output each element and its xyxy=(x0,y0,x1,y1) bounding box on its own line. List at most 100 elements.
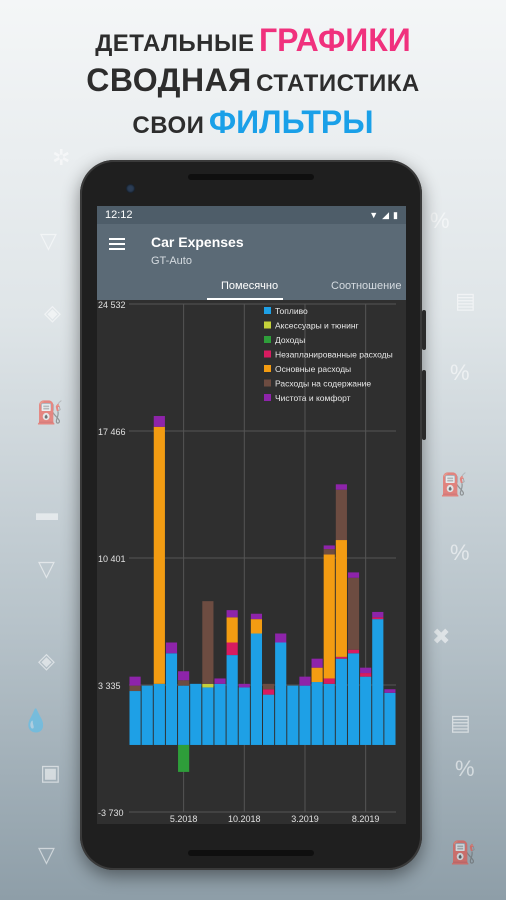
drop-icon: 💧 xyxy=(22,708,50,733)
phone-speaker-bottom xyxy=(188,850,314,856)
bar-segment-maintenance xyxy=(323,549,335,555)
bar-segment-cleanliness xyxy=(299,676,311,686)
signal-icon: ◢ xyxy=(382,209,390,220)
y-tick-label: 10 401 xyxy=(98,554,126,564)
bar-segment-cleanliness xyxy=(360,667,372,674)
bar-segment-main xyxy=(153,426,165,684)
bar-segment-fuel xyxy=(250,633,263,745)
phone-power-button xyxy=(422,310,426,350)
filter-icon-2: ▽ xyxy=(38,556,55,581)
bar-segment-maintenance xyxy=(335,489,347,541)
bar-segment-unplanned xyxy=(372,617,384,620)
bar-segment-cleanliness xyxy=(347,572,360,578)
bar-segment-cleanliness xyxy=(226,610,238,618)
legend-swatch xyxy=(264,336,271,343)
menu-icon[interactable] xyxy=(109,238,125,250)
bar-segment-main xyxy=(226,617,238,643)
bar-segment-fuel xyxy=(299,685,311,745)
fuel-pump-icon: ⛽ xyxy=(36,400,64,425)
wheel-icon: ✲ xyxy=(52,145,71,170)
legend-swatch xyxy=(264,394,271,401)
truck-icon: ▬ xyxy=(36,500,58,525)
phone-speaker-top xyxy=(188,174,314,180)
jerrycan-icon-2: ▤ xyxy=(450,710,471,735)
bar-segment-cleanliness xyxy=(238,683,250,688)
bar-segment-fuel xyxy=(347,653,360,745)
bar-segment-unplanned xyxy=(323,678,335,684)
bar-segment-cleanliness xyxy=(165,642,178,654)
bar-segment-main xyxy=(323,554,335,679)
promo-line-2: СВОДНАЯ СТАТИСТИКА xyxy=(0,62,506,99)
filter-icon-3: ▽ xyxy=(38,842,55,867)
car-icon: ▣ xyxy=(40,760,61,785)
bar-segment-cleanliness xyxy=(214,678,226,684)
tab-ratio[interactable]: Соотношение xyxy=(331,280,402,292)
bar-segment-fuel xyxy=(384,692,396,745)
bar-segment-cleanliness xyxy=(335,484,347,490)
paint-bucket-icon: ◈ xyxy=(44,300,61,325)
tab-monthly[interactable]: Помесячно xyxy=(221,280,279,292)
y-tick-label: 17 466 xyxy=(98,427,126,437)
legend-label: Топливо xyxy=(275,306,308,316)
promo-text-charts: ГРАФИКИ xyxy=(258,22,411,58)
bar-segment-fuel xyxy=(226,655,238,745)
bar-segment-cleanliness xyxy=(323,545,335,550)
filter-icon: ▽ xyxy=(40,228,57,253)
bar-segment-fuel xyxy=(129,691,141,745)
legend-label: Аксессуары и тюнинг xyxy=(275,321,359,331)
status-time: 12:12 xyxy=(105,209,133,221)
phone-camera xyxy=(126,184,135,193)
bar-segment-maintenance xyxy=(262,683,275,690)
fuel-pump-icon-2: ⛽ xyxy=(440,472,468,497)
phone-screen: 12:12 ▼ ◢ ▮ Car Expenses GT-Auto Помесяч… xyxy=(97,206,406,824)
y-tick-label: -3 730 xyxy=(98,808,124,818)
legend-label: Чистота и комфорт xyxy=(275,393,351,403)
bar-segment-cleanliness xyxy=(153,416,165,427)
bar-segment-fuel xyxy=(238,687,250,745)
bar-segment-cleanliness xyxy=(275,633,287,643)
legend-swatch xyxy=(264,350,271,358)
legend-label: Расходы на содержание xyxy=(275,379,371,389)
phone-frame: 12:12 ▼ ◢ ▮ Car Expenses GT-Auto Помесяч… xyxy=(80,160,426,870)
bar-segment-accessories xyxy=(202,683,214,688)
bar-segment-main xyxy=(335,540,347,657)
bar-segment-fuel xyxy=(311,682,323,745)
legend-label: Доходы xyxy=(275,335,305,345)
bar-segment-unplanned xyxy=(226,642,238,656)
legend-swatch xyxy=(264,321,271,329)
bar-segment-income xyxy=(178,744,190,772)
app-bar: Car Expenses GT-Auto xyxy=(97,224,406,278)
bar-segment-fuel xyxy=(323,683,335,745)
legend-label: Основные расходы xyxy=(275,364,351,374)
bar-segment-fuel xyxy=(275,642,287,745)
bar-segment-cleanliness xyxy=(129,676,141,686)
bar-segment-fuel xyxy=(214,683,226,745)
bar-segment-fuel xyxy=(372,619,384,745)
percent-icon-4: % xyxy=(430,208,450,233)
bar-segment-maintenance xyxy=(347,577,360,650)
promo-text-filters: ФИЛЬТРЫ xyxy=(208,104,374,140)
y-tick-label: 24 532 xyxy=(98,300,126,310)
bar-segment-maintenance xyxy=(129,685,141,692)
fuel-pump-icon-3: ⛽ xyxy=(450,840,478,865)
canister-icon: ✖ xyxy=(432,624,451,649)
bar-segment-main xyxy=(311,667,323,683)
bar-segment-fuel xyxy=(178,685,190,745)
x-tick-label: 10.2018 xyxy=(228,814,261,824)
bar-segment-fuel xyxy=(165,653,178,745)
wifi-icon: ▼ xyxy=(369,210,379,220)
bar-segment-fuel xyxy=(360,676,372,745)
x-tick-label: 3.2019 xyxy=(291,814,319,824)
status-icons: ▼ ◢ ▮ xyxy=(369,210,398,221)
legend-swatch xyxy=(264,365,271,372)
bar-segment-fuel xyxy=(335,658,347,745)
promo-text-own: СВОИ xyxy=(132,112,205,139)
stacked-bar-chart: 24 532 17 466 10 401 3 335 -3 730 5.2018 10.20… xyxy=(98,300,396,824)
bar-segment-maintenance xyxy=(178,680,190,686)
bar-segment-cleanliness xyxy=(250,613,263,620)
y-tick-label: 3 335 xyxy=(98,681,121,691)
legend-label: Незапланированные расходы xyxy=(275,350,393,360)
bar-segment-fuel xyxy=(262,694,275,745)
legend-swatch xyxy=(264,379,271,387)
battery-icon: ▮ xyxy=(393,209,398,220)
